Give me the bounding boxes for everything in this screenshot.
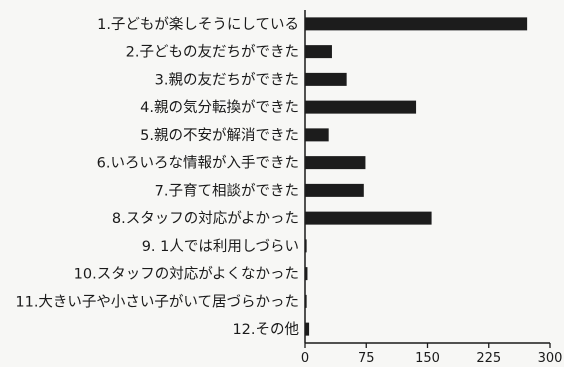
- category-label: 2.子どもの友だちができた: [126, 44, 299, 61]
- x-tick-label: 0: [301, 351, 309, 366]
- bar: [305, 45, 332, 59]
- category-label: 3.親の友だちができた: [155, 71, 299, 88]
- bar: [305, 294, 307, 308]
- plot-frame: [304, 10, 550, 344]
- bar: [305, 128, 329, 142]
- category-label: 5.親の不安が解消できた: [140, 127, 299, 144]
- bar: [305, 100, 417, 114]
- x-axis: 0 75 150 225 300: [301, 343, 563, 366]
- bar: [305, 267, 308, 281]
- category-label: 9. 1人では利用しづらい: [142, 238, 299, 255]
- x-tick-label: 150: [415, 351, 440, 366]
- x-tick-label: 300: [538, 351, 563, 366]
- bar: [305, 183, 364, 197]
- x-tick-label: 75: [358, 351, 375, 366]
- category-label: 4.親の気分転換ができた: [140, 99, 299, 116]
- category-label: 6.いろいろな情報が入手できた: [97, 155, 299, 172]
- x-tick-label: 225: [476, 351, 501, 366]
- bars: [305, 17, 528, 336]
- category-label: 7.子育て相談ができた: [155, 182, 299, 199]
- bar: [305, 322, 310, 336]
- category-label: 1.子どもが楽しそうにしている: [97, 16, 299, 33]
- category-label: 10.スタッフの対応がよくなかった: [74, 266, 299, 283]
- bar: [305, 211, 432, 225]
- category-labels: 1.子どもが楽しそうにしている 2.子どもの友だちができた 3.親の友だちができた 4…: [15, 16, 299, 338]
- bar: [305, 72, 347, 86]
- category-label: 11.大きい子や小さい子がいて居づらかった: [15, 293, 299, 310]
- bar: [305, 17, 528, 31]
- category-label: 8.スタッフの対応がよかった: [112, 210, 299, 227]
- bar: [305, 239, 307, 253]
- bar: [305, 156, 366, 170]
- category-label: 12.その他: [232, 321, 299, 338]
